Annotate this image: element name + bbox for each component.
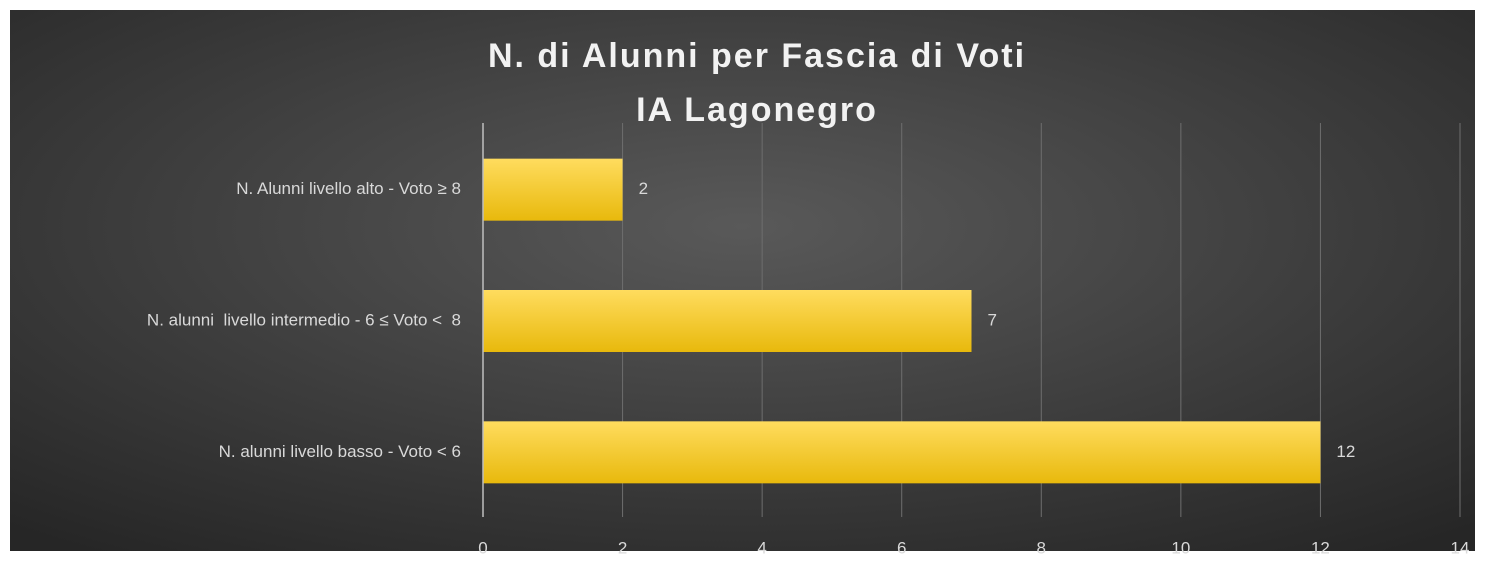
y-tick-label: N. alunni livello intermedio - 6 ≤ Voto … bbox=[147, 310, 461, 329]
bar bbox=[483, 158, 623, 221]
y-tick-label: N. Alunni livello alto - Voto ≥ 8 bbox=[236, 179, 461, 198]
y-tick-label: N. alunni livello basso - Voto < 6 bbox=[219, 442, 461, 461]
x-tick-label: 10 bbox=[1171, 538, 1190, 557]
x-tick-label: 0 bbox=[478, 538, 487, 557]
x-tick-label: 12 bbox=[1311, 538, 1330, 557]
x-tick-label: 14 bbox=[1451, 538, 1470, 557]
data-label: 7 bbox=[988, 310, 997, 329]
x-tick-label: 8 bbox=[1037, 538, 1046, 557]
x-tick-label: 6 bbox=[897, 538, 906, 557]
bar bbox=[483, 290, 972, 352]
data-label: 12 bbox=[1336, 442, 1355, 461]
data-label: 2 bbox=[639, 179, 648, 198]
chart-title: N. di Alunni per Fascia di Voti bbox=[488, 37, 1026, 75]
chart-subtitle: IA Lagonegro bbox=[636, 91, 878, 129]
bar bbox=[483, 421, 1321, 484]
x-tick-label: 2 bbox=[618, 538, 627, 557]
x-tick-label: 4 bbox=[757, 538, 766, 557]
